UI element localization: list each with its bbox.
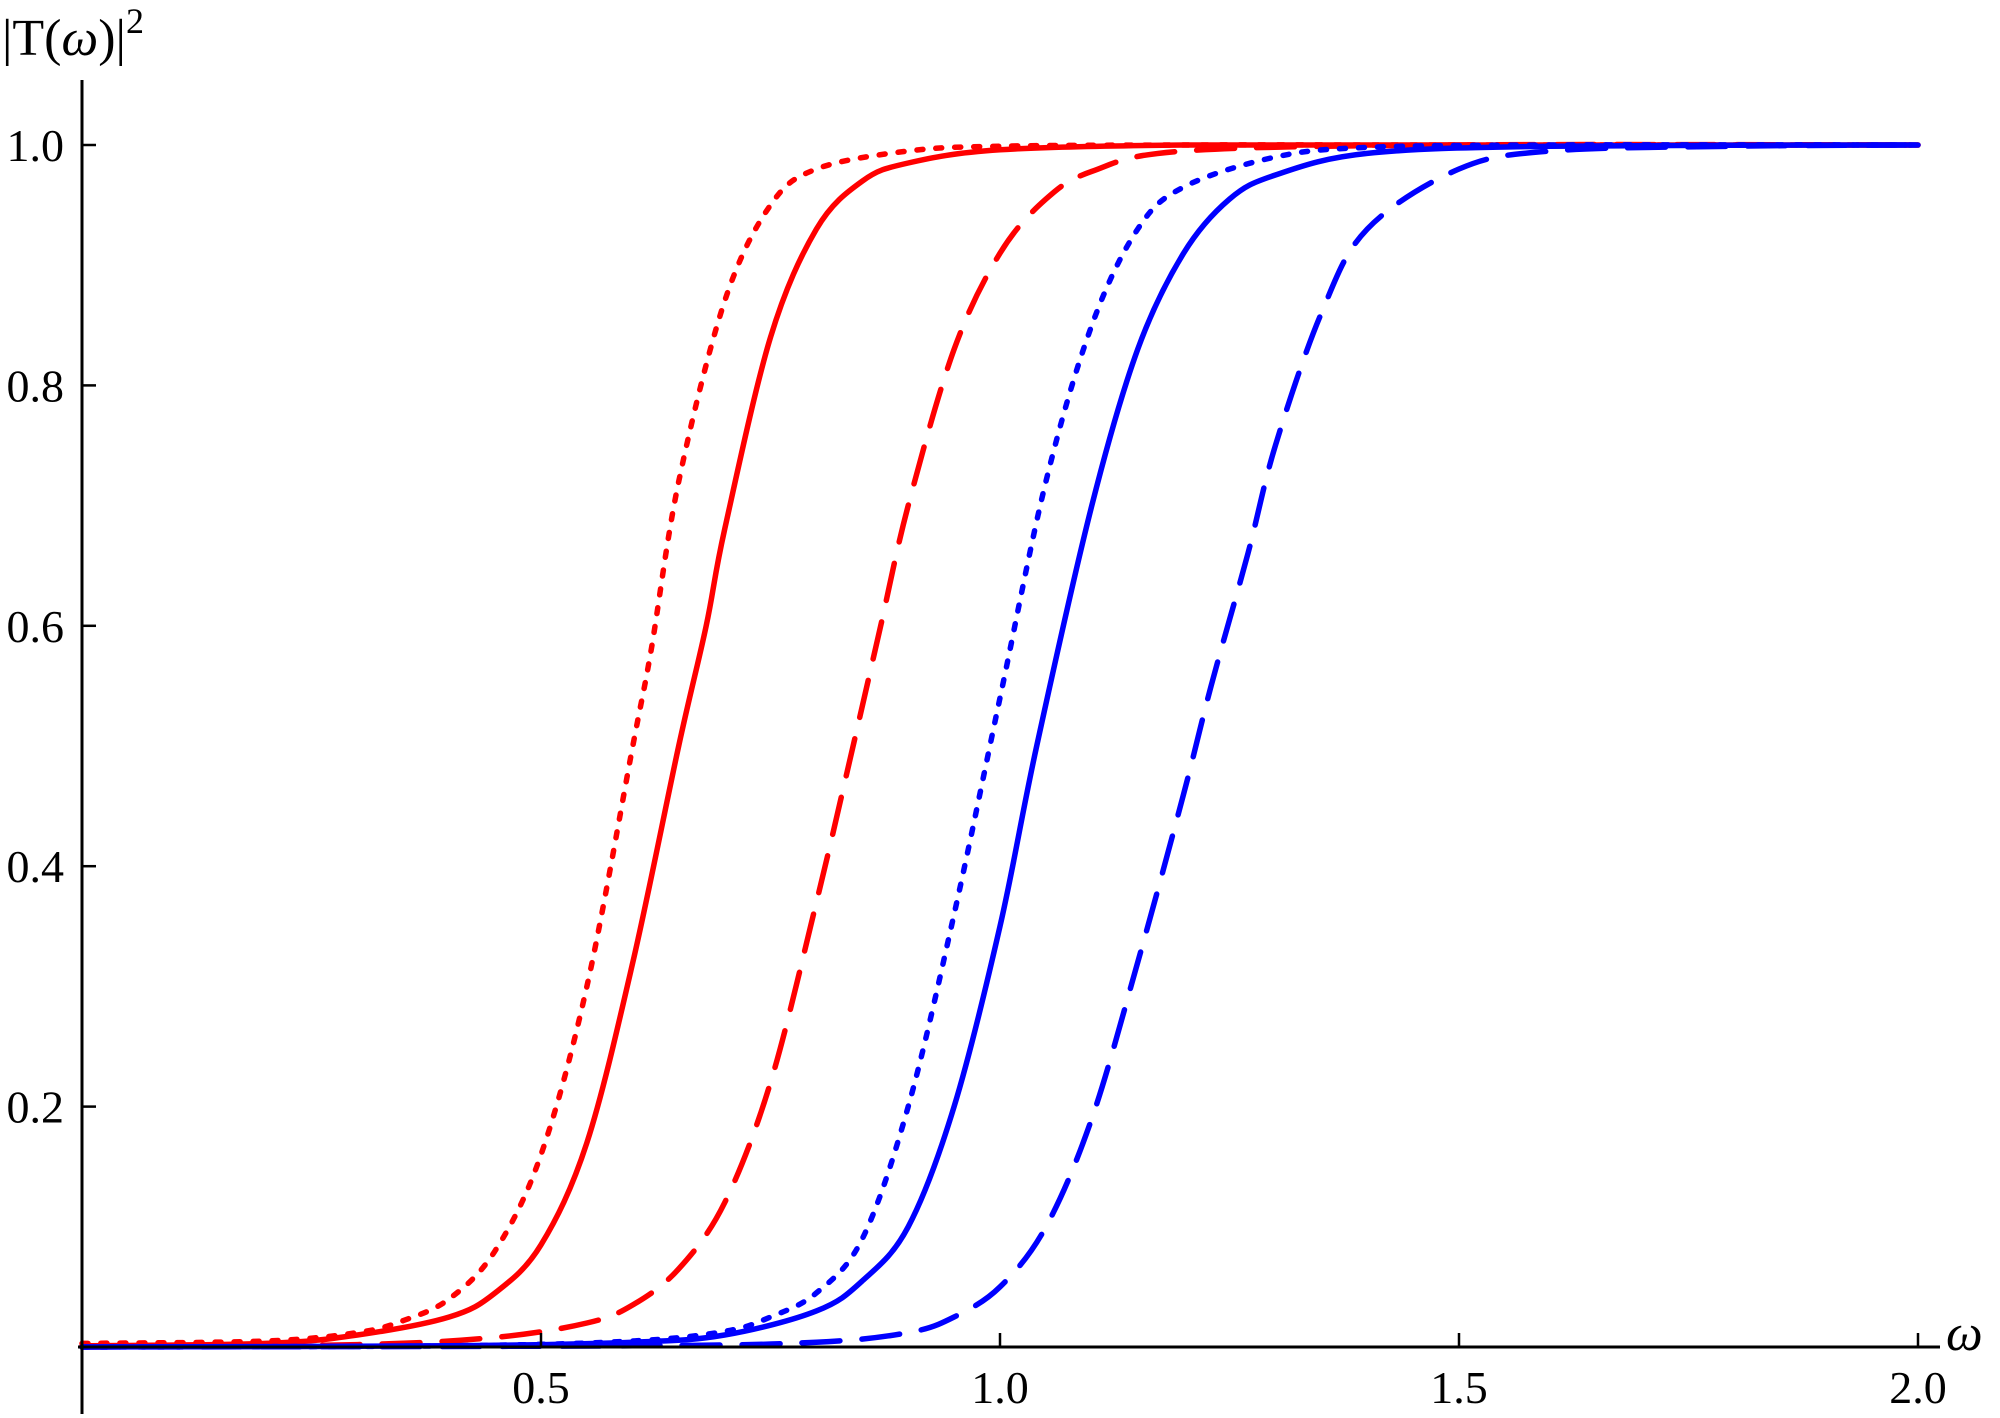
series-curve-3: [79, 141, 1921, 1350]
series-layer: [79, 141, 1921, 1350]
y-tick-label: 1.0: [7, 120, 65, 171]
y-label-prefix: |T(: [2, 10, 62, 67]
axes-layer: [78, 80, 1940, 1414]
series-curve-1: [79, 142, 1921, 1347]
x-tick-label: 1.0: [971, 1362, 1029, 1413]
y-label-var: ω: [62, 10, 99, 67]
x-axis-label: ω: [1946, 1305, 1983, 1362]
y-tick-label: 0.2: [7, 1082, 65, 1133]
y-axis-label: |T(ω)|2: [2, 1, 144, 67]
y-label-sup: 2: [126, 1, 144, 41]
y-tick-label: 0.6: [7, 601, 65, 652]
y-tick-label: 0.8: [7, 360, 65, 411]
series-curve-6: [79, 142, 1921, 1350]
x-tick-label: 0.5: [512, 1362, 570, 1413]
series-curve-5: [79, 142, 1921, 1350]
y-tick-label: 0.4: [7, 841, 65, 892]
series-curve-2: [79, 141, 1921, 1349]
x-tick-label: 2.0: [1889, 1362, 1947, 1413]
series-curve-4: [79, 142, 1921, 1350]
ticks-layer: 0.5 1.0 1.5 2.0 0.2 0.4 0.6 0.8 1.0: [7, 120, 1947, 1413]
x-tick-label: 1.5: [1430, 1362, 1488, 1413]
y-label-suffix: )|: [98, 10, 126, 67]
